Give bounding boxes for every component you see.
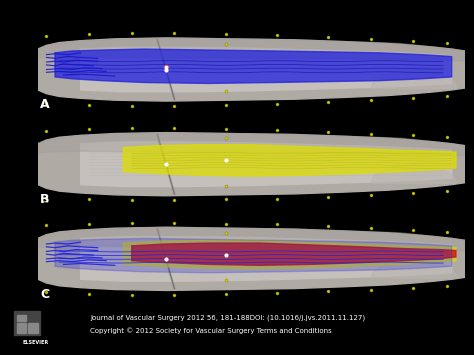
Bar xyxy=(17,315,26,321)
Polygon shape xyxy=(38,227,465,290)
Polygon shape xyxy=(123,145,456,176)
Polygon shape xyxy=(38,133,465,156)
Bar xyxy=(28,323,38,333)
Text: Tibia plateau: Tibia plateau xyxy=(209,202,261,211)
Polygon shape xyxy=(81,47,452,92)
Polygon shape xyxy=(81,142,452,186)
Text: Journal of Vascular Surgery 2012 56, 181-188DOI: (10.1016/j.jvs.2011.11.127): Journal of Vascular Surgery 2012 56, 181… xyxy=(90,314,365,321)
Text: Tibia plateau: Tibia plateau xyxy=(209,107,261,116)
Polygon shape xyxy=(81,236,452,281)
Polygon shape xyxy=(55,239,452,273)
Polygon shape xyxy=(55,49,452,83)
Polygon shape xyxy=(132,243,456,265)
Bar xyxy=(17,323,26,333)
Text: Sural nerve: Sural nerve xyxy=(42,107,89,116)
Text: Lateral malleolus: Lateral malleolus xyxy=(371,202,440,211)
Text: B: B xyxy=(40,193,50,206)
Text: ELSEVIER: ELSEVIER xyxy=(22,340,49,345)
Text: A: A xyxy=(40,98,50,111)
Polygon shape xyxy=(123,240,456,269)
Text: Tibia plateau: Tibia plateau xyxy=(209,12,261,21)
Text: C: C xyxy=(40,288,49,301)
Text: Overlap in area of distribution: Overlap in area of distribution xyxy=(42,202,163,211)
Polygon shape xyxy=(38,227,465,251)
Polygon shape xyxy=(38,133,465,196)
Text: Lateral malleolus: Lateral malleolus xyxy=(371,12,440,21)
Text: Copyright © 2012 Society for Vascular Surgery Terms and Conditions: Copyright © 2012 Society for Vascular Su… xyxy=(90,327,332,334)
Polygon shape xyxy=(38,38,465,101)
Polygon shape xyxy=(38,38,465,61)
Text: Fig 3: Fig 3 xyxy=(222,9,252,22)
Text: Lateral malleolus: Lateral malleolus xyxy=(371,107,440,116)
Text: Small saphenous vein: Small saphenous vein xyxy=(42,12,130,21)
Bar xyxy=(14,311,40,335)
